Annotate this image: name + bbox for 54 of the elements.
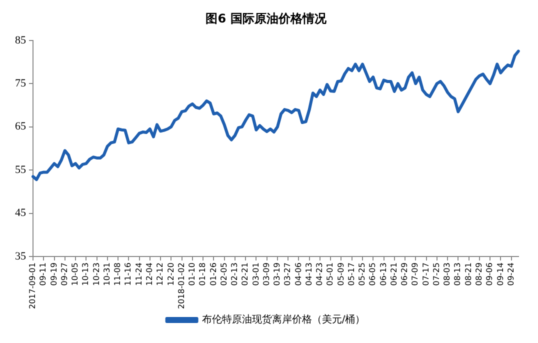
x-tick-label: 09-14 xyxy=(496,262,505,286)
y-tick-label: 65 xyxy=(15,120,26,133)
x-tick-label: 06-29 xyxy=(400,262,410,286)
x-tick-label: 05-17 xyxy=(346,262,356,286)
x-tick-label: 04-23 xyxy=(315,262,324,286)
x-tick-label: 01-10 xyxy=(188,262,197,286)
x-tick-label: 09-19 xyxy=(49,262,58,286)
x-tick-label: 10-13 xyxy=(81,262,90,286)
x-tick-label: 12-04 xyxy=(145,262,154,286)
x-tick-label: 10-05 xyxy=(70,262,80,286)
x-tick-label: 03-27 xyxy=(283,262,292,286)
x-tick-label: 11-08 xyxy=(113,262,122,286)
x-tick-label: 10-23 xyxy=(92,262,101,286)
x-tick-label: 06-05 xyxy=(368,262,378,286)
x-tick-label: 08-29 xyxy=(474,262,484,286)
y-tick-label: 75 xyxy=(15,78,26,90)
x-tick-label: 10-31 xyxy=(102,262,112,286)
x-tick-label: 11-16 xyxy=(124,262,133,286)
x-tick-label: 03-09 xyxy=(262,262,271,286)
y-tick-label: 55 xyxy=(15,164,26,176)
x-tick-label: 03-01 xyxy=(251,262,260,286)
x-tick-label: 02-05 xyxy=(219,262,228,286)
x-tick-label: 2018-01-02 xyxy=(176,262,186,310)
x-tick-label: 06-13 xyxy=(378,262,388,286)
x-tick-label: 09-27 xyxy=(60,262,69,286)
x-tick-label: 07-25 xyxy=(432,262,441,286)
x-tick-label: 12-20 xyxy=(166,262,176,286)
x-tick-label: 02-21 xyxy=(240,262,250,286)
x-tick-label: 05-01 xyxy=(326,262,335,286)
x-tick-label: 11-24 xyxy=(134,262,144,286)
x-tick-label: 08-21 xyxy=(464,262,473,286)
x-tick-label: 05-25 xyxy=(358,262,367,286)
x-tick-label: 2017-09-01 xyxy=(28,262,38,310)
x-tick-label: 01-26 xyxy=(208,262,218,286)
x-tick-label: 09-24 xyxy=(506,262,516,286)
x-tick-label: 07-17 xyxy=(421,262,430,286)
x-tick-label: 05-09 xyxy=(336,262,346,286)
x-tick-label: 09-11 xyxy=(38,262,48,286)
legend-label: 布伦特原油现货离岸价格（美元/桶） xyxy=(202,314,366,326)
y-tick-label: 45 xyxy=(15,207,26,220)
x-tick-label: 12-12 xyxy=(156,262,165,286)
x-tick-label: 02-13 xyxy=(230,262,240,286)
x-tick-label: 08-03 xyxy=(442,262,452,286)
x-tick-label: 04-06 xyxy=(294,262,303,286)
x-tick-label: 01-18 xyxy=(198,262,208,286)
y-tick-label: 85 xyxy=(15,34,26,46)
x-tick-label: 03-19 xyxy=(272,262,282,286)
x-tick-label: 09-06 xyxy=(485,262,494,286)
x-tick-label: 06-21 xyxy=(389,262,398,286)
chart-title: 图6 国际原油价格情况 xyxy=(206,11,328,26)
x-tick-label: 04-13 xyxy=(304,262,314,286)
x-tick-label: 08-13 xyxy=(453,262,462,286)
x-tick-label: 07-09 xyxy=(410,262,420,286)
y-tick-label: 35 xyxy=(15,250,26,262)
